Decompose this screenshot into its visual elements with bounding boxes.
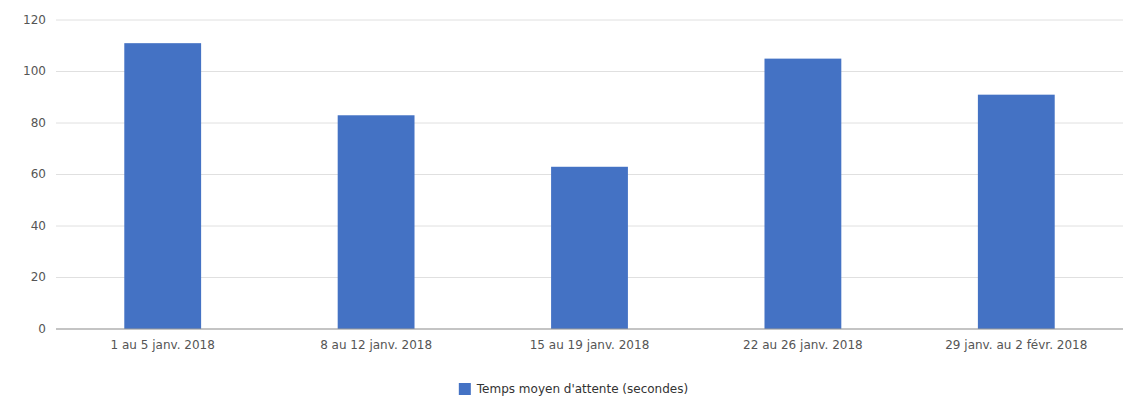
- legend-label: Temps moyen d'attente (secondes): [476, 382, 688, 396]
- legend-swatch: [459, 383, 471, 395]
- bar: [338, 115, 415, 329]
- chart-container: 0 20 40 60 80 100 120 1 au 5 janv. 2018 8 au 12 …: [0, 0, 1147, 413]
- grid-line: [56, 123, 1123, 124]
- y-axis: 0 20 40 60 80 100 120: [23, 13, 46, 336]
- y-tick-label: 100: [23, 64, 46, 78]
- y-tick-label: 20: [31, 270, 46, 284]
- x-tick-label: 22 au 26 janv. 2018: [743, 338, 863, 352]
- x-tick-label: 1 au 5 janv. 2018: [111, 338, 215, 352]
- y-tick-label: 60: [31, 167, 46, 181]
- grid: [56, 20, 1123, 329]
- x-axis: 1 au 5 janv. 2018 8 au 12 janv. 2018 15 au…: [56, 329, 1123, 352]
- y-tick-label: 80: [31, 116, 46, 130]
- page: {"chart_data": {"type": "bar", "categori…: [0, 0, 1147, 413]
- legend: Temps moyen d'attente (secondes): [459, 382, 688, 396]
- y-tick-label: 120: [23, 13, 46, 27]
- bar: [551, 167, 628, 329]
- grid-line: [56, 329, 1123, 330]
- bar: [764, 59, 841, 329]
- grid-line: [56, 71, 1123, 72]
- chart-svg: 0 20 40 60 80 100 120 1 au 5 janv. 2018 8 au 12 …: [0, 0, 1147, 413]
- x-axis-line: [56, 329, 1123, 330]
- y-tick-label: 40: [31, 219, 46, 233]
- y-tick-label: 0: [38, 322, 46, 336]
- x-tick-label: 8 au 12 janv. 2018: [320, 338, 432, 352]
- bars: [124, 43, 1054, 329]
- x-tick-label: 15 au 19 janv. 2018: [530, 338, 650, 352]
- bar: [124, 43, 201, 329]
- x-tick-label: 29 janv. au 2 févr. 2018: [945, 338, 1087, 352]
- bar: [978, 95, 1055, 329]
- grid-line: [56, 20, 1123, 21]
